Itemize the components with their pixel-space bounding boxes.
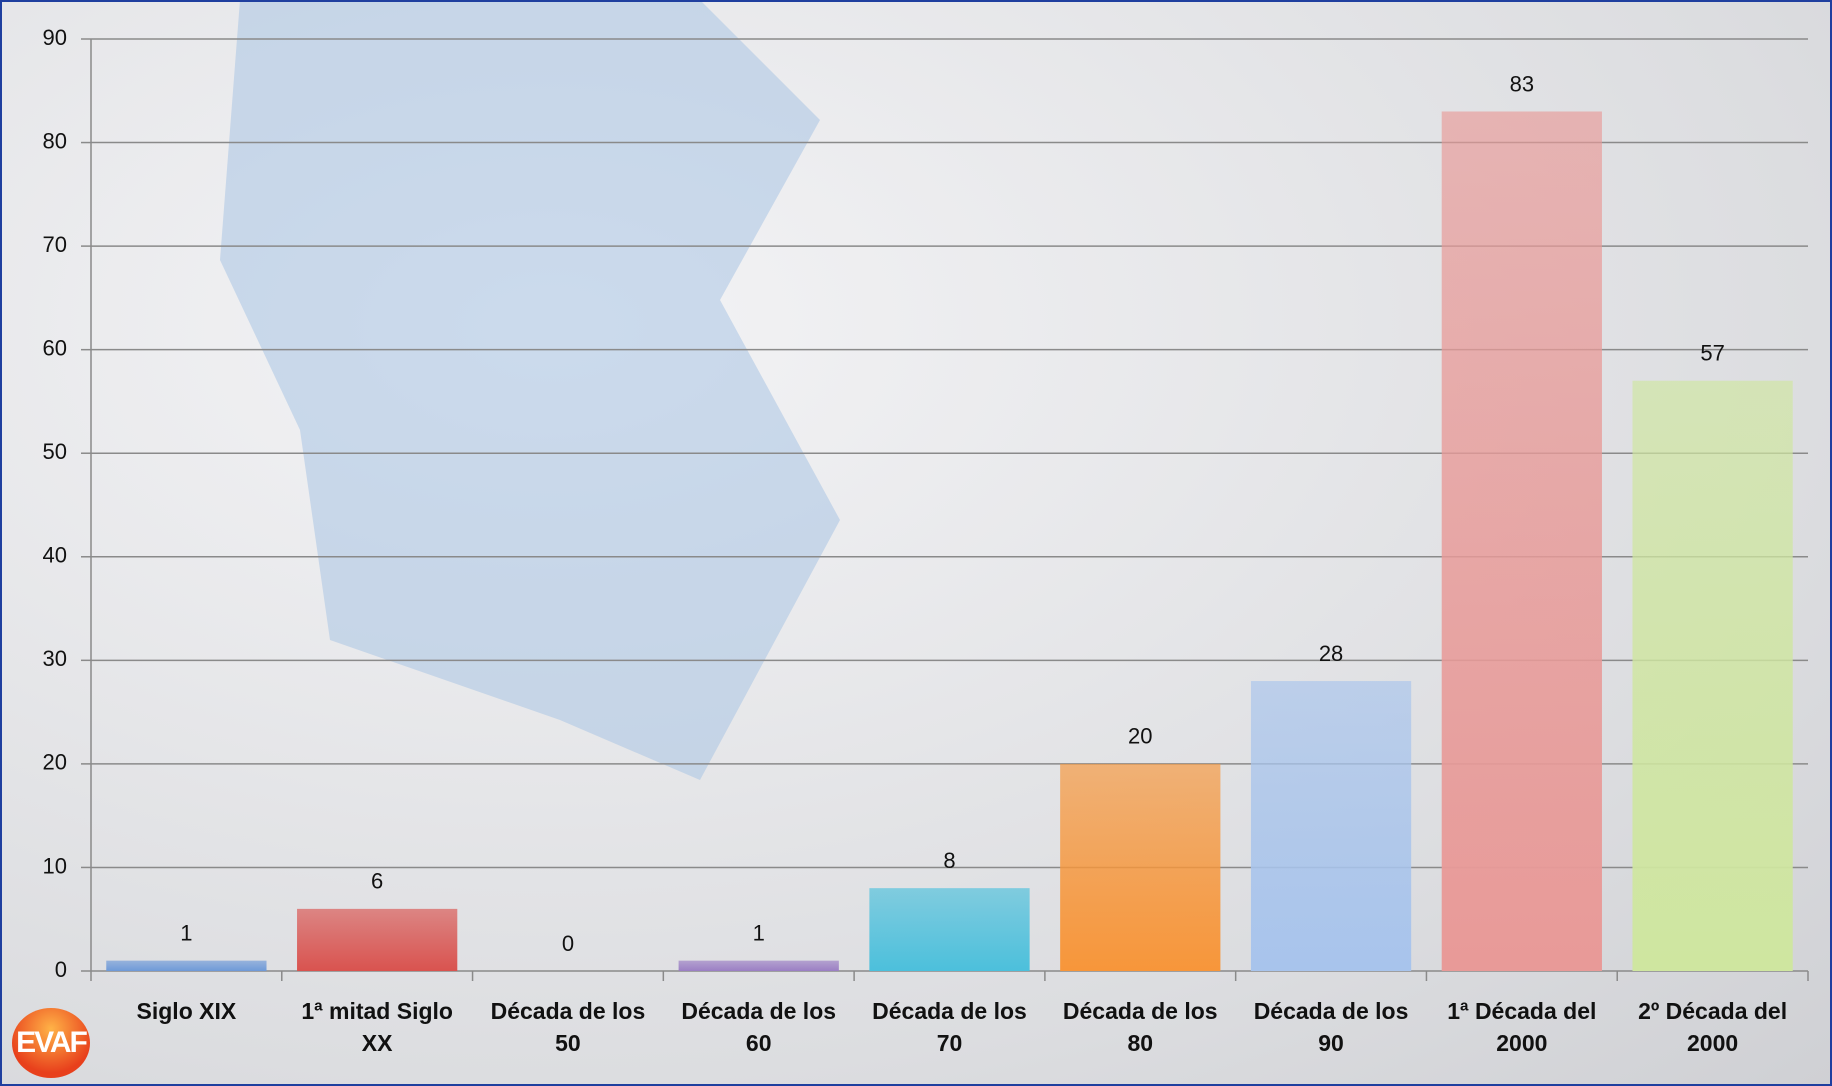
value-label: 6 xyxy=(371,869,383,894)
bar xyxy=(297,908,458,971)
value-label: 20 xyxy=(1128,724,1152,749)
y-tick-label: 40 xyxy=(43,543,67,568)
value-label: 0 xyxy=(562,931,574,956)
bar xyxy=(869,888,1030,971)
y-tick-label: 20 xyxy=(43,750,67,775)
x-tick-label: 1ª Década del 2000 xyxy=(1447,998,1597,1056)
x-tick-label: Siglo XIX xyxy=(136,998,237,1024)
x-tick-label: Década de los 90 xyxy=(1253,998,1409,1056)
bar xyxy=(106,960,267,971)
x-tick-label: Década de los 80 xyxy=(1062,998,1218,1056)
y-tick-label: 10 xyxy=(43,853,67,878)
x-tick-label: Década de los 50 xyxy=(490,998,646,1056)
value-label: 57 xyxy=(1700,341,1724,366)
bar xyxy=(1632,380,1793,971)
y-tick-label: 60 xyxy=(43,335,67,360)
bar xyxy=(1250,681,1412,971)
y-tick-label: 50 xyxy=(43,439,67,464)
bar xyxy=(1441,111,1602,971)
y-tick-label: 70 xyxy=(43,232,67,257)
y-tick-label: 80 xyxy=(43,128,67,153)
value-label: 8 xyxy=(943,848,955,873)
y-tick-label: 0 xyxy=(55,957,67,982)
value-label: 28 xyxy=(1319,641,1343,666)
logo: EVAF xyxy=(12,1008,90,1078)
x-tick-label: Década de los 70 xyxy=(872,998,1027,1056)
value-label: 1 xyxy=(180,920,192,945)
y-tick-label: 30 xyxy=(43,646,67,671)
value-label: 1 xyxy=(753,920,765,945)
x-tick-label: 2º Década del 2000 xyxy=(1638,998,1788,1056)
value-label: 83 xyxy=(1510,71,1534,96)
y-tick-label: 90 xyxy=(43,25,67,50)
x-tick-label: Década de los 60 xyxy=(681,998,837,1056)
bar xyxy=(678,960,839,971)
x-tick-label: 1ª mitad Siglo XX xyxy=(301,998,453,1056)
bar xyxy=(1060,763,1221,971)
background-shape xyxy=(220,0,840,780)
